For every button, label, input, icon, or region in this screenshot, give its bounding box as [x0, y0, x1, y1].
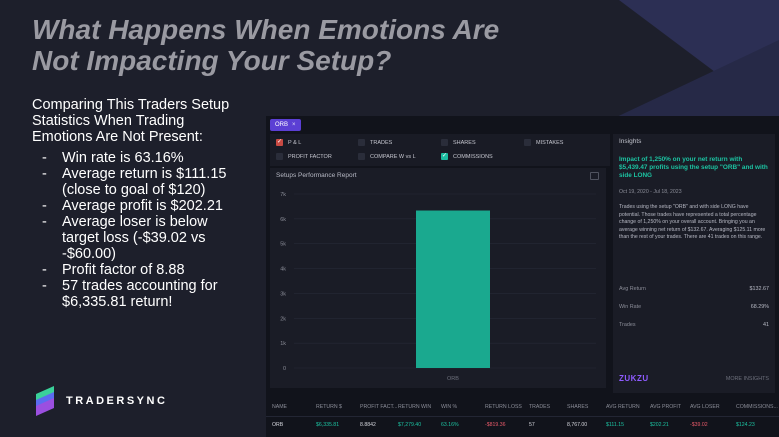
close-icon[interactable]: ×: [292, 122, 296, 128]
insights-stat-avg-return: Avg Return $132.67: [619, 286, 769, 292]
filter-label: MISTAKES: [536, 139, 564, 146]
stats-summary: Comparing This Traders Setup Statistics …: [32, 97, 238, 310]
tradersync-app-screenshot: ORB × ✓ P & L TRADES SHARES MISTAKES PROF…: [266, 116, 779, 437]
stat-value: $132.67: [749, 286, 770, 292]
cell-commissions: $124.23: [736, 422, 755, 428]
expand-icon[interactable]: [590, 172, 599, 180]
checkbox-icon[interactable]: [358, 153, 365, 160]
filter-label: TRADES: [370, 139, 393, 146]
cell-trades: 57: [529, 422, 535, 428]
cell-shares: 8,767.00: [567, 422, 588, 428]
stats-intro: Comparing This Traders Setup Statistics …: [32, 97, 230, 145]
insights-stat-win-rate: Win Rate 68.29%: [619, 304, 769, 310]
stat-value: 68.29%: [750, 304, 769, 310]
header-avg-loser[interactable]: AVG LOSER: [690, 404, 720, 410]
stat-trades: 57 trades accounting for $6,335.81 retur…: [32, 278, 238, 310]
filter-label: SHARES: [453, 139, 476, 146]
y-tick-label: 1k: [280, 341, 286, 347]
tradersync-logo: TRADERSYNC: [34, 382, 167, 420]
background-shape-bottom: [589, 40, 779, 130]
filter-commissions[interactable]: ✓ COMMISSIONS: [441, 153, 493, 160]
stat-profit-factor: Profit factor of 8.88: [32, 262, 238, 278]
header-return-loss[interactable]: RETURN LOSS: [485, 404, 522, 410]
cell-return-loss: -$819.36: [485, 422, 506, 428]
cell-win-percent: 63.16%: [441, 422, 459, 428]
insights-date-range: Oct 19, 2020 - Jul 18, 2023: [619, 189, 682, 195]
checkbox-icon[interactable]: [276, 153, 283, 160]
checkbox-checked-icon[interactable]: ✓: [441, 153, 448, 160]
table-divider: [266, 416, 779, 417]
stat-value: 41: [763, 322, 769, 328]
cell-return-win: $7,279.40: [398, 422, 422, 428]
y-tick-label: 2k: [280, 316, 286, 322]
header-profit-factor[interactable]: PROFIT FACT...: [360, 404, 398, 410]
stat-win-rate: Win rate is 63.16%: [32, 150, 238, 166]
stat-label: Trades: [619, 322, 636, 328]
cell-name: ORB: [272, 422, 284, 428]
header-commissions[interactable]: COMMISSIONS...: [736, 404, 778, 410]
stat-label: Win Rate: [619, 304, 642, 310]
zukzu-logo: ZUKZU: [619, 374, 649, 383]
filter-trades[interactable]: TRADES: [358, 139, 392, 146]
y-tick-label: 6k: [280, 217, 286, 223]
insights-headline: Impact of 1,250% on your net return with…: [619, 156, 768, 179]
cell-avg-profit: $202.21: [650, 422, 669, 428]
stat-average-profit: Average profit is $202.21: [32, 198, 238, 214]
more-insights-link[interactable]: MORE INSIGHTS: [725, 375, 769, 382]
cell-profit-factor: 8.8842: [360, 422, 376, 428]
checkbox-checked-icon[interactable]: ✓: [276, 139, 283, 146]
filter-compare-w-vs-l[interactable]: COMPARE W vs L: [358, 153, 416, 160]
setup-filter-chip[interactable]: ORB ×: [270, 119, 301, 131]
filter-label: P & L: [288, 139, 302, 146]
checkbox-icon[interactable]: [441, 139, 448, 146]
y-tick-label: 0: [283, 366, 286, 372]
header-name[interactable]: NAME: [272, 404, 287, 410]
filter-mistakes[interactable]: MISTAKES: [524, 139, 563, 146]
header-return[interactable]: RETURN $: [316, 404, 342, 410]
header-shares[interactable]: SHARES: [567, 404, 589, 410]
y-tick-label: 7k: [280, 192, 286, 198]
y-tick-label: 5k: [280, 242, 286, 248]
header-avg-return[interactable]: AVG RETURN: [606, 404, 640, 410]
checkbox-icon[interactable]: [358, 139, 365, 146]
performance-bar-chart: 0 1k 2k 3k 4k 5k 6k 7k ORB: [280, 192, 596, 382]
filter-shares[interactable]: SHARES: [441, 139, 476, 146]
tradersync-logo-icon: [36, 386, 54, 416]
setups-performance-report: Setups Performance Report 0 1k 2k 3k 4k 5k 6k 7…: [270, 168, 606, 388]
report-title: Setups Performance Report: [276, 172, 357, 179]
header-win-percent[interactable]: WIN %: [441, 404, 458, 410]
setups-table: NAME RETURN $ PROFIT FACT... RETURN WIN …: [266, 398, 779, 437]
header-trades[interactable]: TRADES: [529, 404, 551, 410]
slide-title: What Happens When Emotions Are Not Impac…: [32, 14, 500, 76]
metric-filter-panel: ✓ P & L TRADES SHARES MISTAKES PROFIT FA…: [270, 134, 610, 166]
y-tick-label: 3k: [280, 291, 286, 297]
chip-label: ORB: [275, 122, 289, 128]
cell-avg-loser: -$39.02: [690, 422, 708, 428]
cell-return: $6,335.81: [316, 422, 340, 428]
header-return-win[interactable]: RETURN WIN: [398, 404, 432, 410]
filter-label: COMMISSIONS: [453, 153, 493, 160]
insights-footer: ZUKZU MORE INSIGHTS: [619, 374, 769, 383]
filter-pnl[interactable]: ✓ P & L: [276, 139, 301, 146]
checkbox-icon[interactable]: [524, 139, 531, 146]
y-tick-label: 4k: [280, 267, 286, 273]
x-tick-label: ORB: [447, 376, 459, 382]
logo-text: TRADERSYNC: [66, 395, 168, 407]
filter-label: COMPARE W vs L: [370, 153, 416, 160]
insights-panel: Insights Impact of 1,250% on your net re…: [613, 134, 775, 393]
stat-average-return: Average return is $111.15 (close to goal…: [32, 166, 238, 198]
stat-average-loser: Average loser is below target loss (-$39…: [32, 214, 238, 262]
header-avg-profit[interactable]: AVG PROFIT: [650, 404, 682, 410]
filter-label: PROFIT FACTOR: [288, 153, 332, 160]
insights-title: Insights: [619, 138, 642, 145]
stat-label: Avg Return: [619, 286, 646, 292]
bar: [416, 210, 490, 368]
filter-profit-factor[interactable]: PROFIT FACTOR: [276, 153, 332, 160]
insights-body: Trades using the setup "ORB" and with si…: [619, 204, 766, 240]
stats-list: Win rate is 63.16% Average return is $11…: [32, 150, 238, 310]
cell-avg-return: $111.15: [606, 422, 624, 428]
insights-stat-trades: Trades 41: [619, 322, 769, 328]
